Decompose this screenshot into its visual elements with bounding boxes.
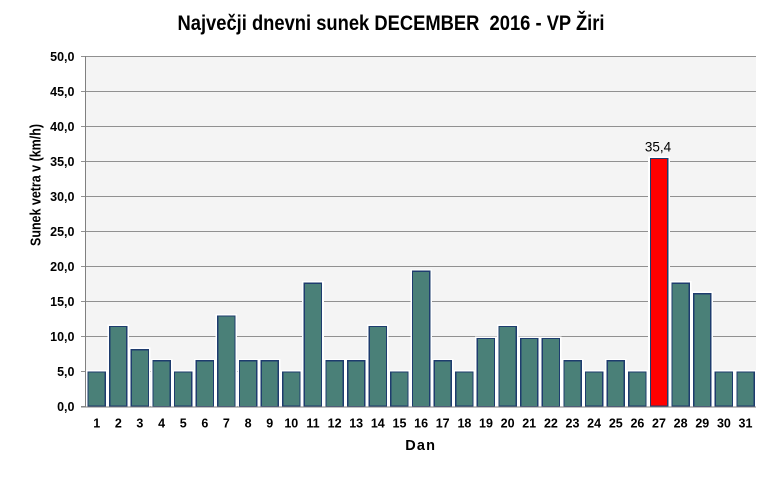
svg-text:10,0: 10,0 [50,330,74,344]
svg-text:35,0: 35,0 [50,155,74,169]
svg-text:17: 17 [436,417,450,431]
svg-text:7: 7 [223,417,230,431]
svg-text:6: 6 [201,417,208,431]
svg-text:5,0: 5,0 [57,365,74,379]
svg-text:5: 5 [180,417,187,431]
svg-text:25,0: 25,0 [50,225,74,239]
svg-text:30,0: 30,0 [50,190,74,204]
svg-text:31: 31 [739,417,753,431]
svg-text:30: 30 [717,417,731,431]
svg-text:1: 1 [93,417,100,431]
svg-text:35,4: 35,4 [645,140,672,155]
svg-text:20: 20 [501,417,515,431]
svg-text:10: 10 [284,417,298,431]
svg-text:29: 29 [695,417,709,431]
svg-text:19: 19 [479,417,493,431]
svg-text:23: 23 [566,417,580,431]
svg-text:50,0: 50,0 [50,50,74,64]
svg-text:14: 14 [371,417,385,431]
svg-text:13: 13 [349,417,363,431]
svg-text:Največji dnevni sunek DECEMBER: Največji dnevni sunek DECEMBER 2016 - VP… [178,10,605,35]
svg-text:8: 8 [245,417,252,431]
svg-text:3: 3 [136,417,143,431]
svg-text:40,0: 40,0 [50,120,74,134]
svg-text:22: 22 [544,417,558,431]
svg-text:27: 27 [652,417,666,431]
svg-text:Dan: Dan [405,438,436,454]
svg-text:11: 11 [306,417,319,431]
svg-text:Sunek vetra v (km/h): Sunek vetra v (km/h) [28,124,45,246]
svg-text:15: 15 [393,417,407,431]
svg-text:15,0: 15,0 [50,295,74,309]
svg-text:0,0: 0,0 [57,400,74,414]
svg-text:26: 26 [630,417,644,431]
svg-text:24: 24 [587,417,601,431]
svg-text:25: 25 [609,417,623,431]
svg-text:12: 12 [328,417,342,431]
svg-text:2: 2 [115,417,122,431]
svg-text:45,0: 45,0 [50,85,74,99]
svg-text:18: 18 [457,417,471,431]
svg-text:9: 9 [266,417,273,431]
svg-text:4: 4 [158,417,165,431]
svg-text:21: 21 [522,417,536,431]
svg-text:28: 28 [674,417,688,431]
svg-text:16: 16 [414,417,428,431]
svg-text:20,0: 20,0 [50,260,74,274]
